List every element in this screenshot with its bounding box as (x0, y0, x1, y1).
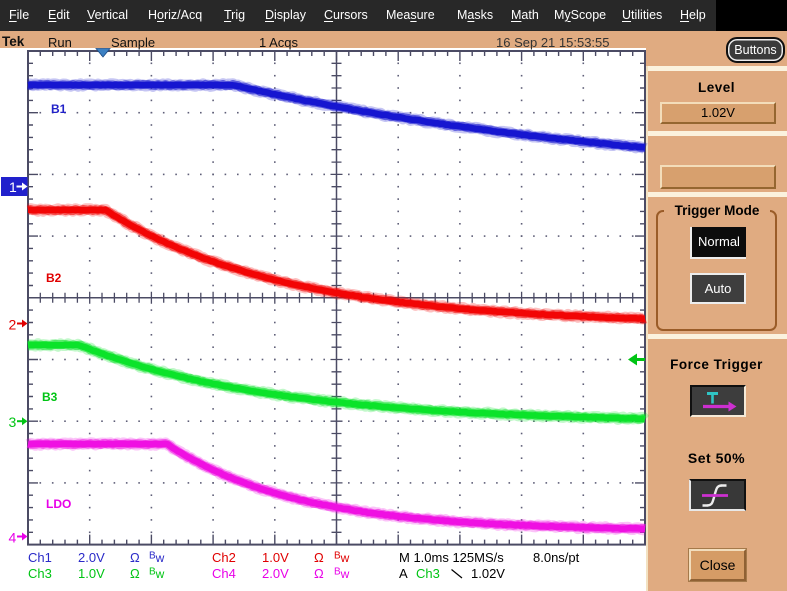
svg-text:3: 3 (9, 414, 17, 430)
svg-text:1: 1 (9, 179, 17, 195)
svg-text:4: 4 (9, 530, 17, 546)
svg-text:2: 2 (9, 317, 17, 333)
